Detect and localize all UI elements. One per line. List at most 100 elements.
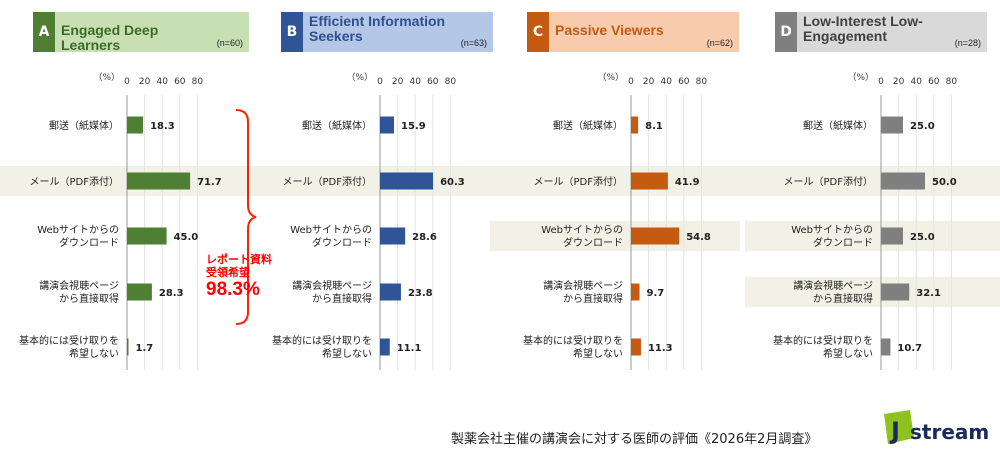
tick-label: 20	[139, 77, 151, 87]
bar	[631, 338, 641, 356]
tick-label: 40	[660, 77, 672, 87]
bar	[380, 116, 394, 134]
tick-label: 60	[427, 77, 439, 87]
tick-label: 40	[156, 77, 168, 87]
data-label: 23.8	[408, 288, 433, 299]
data-label: 11.3	[648, 343, 673, 354]
category-label: メール（PDF添付）	[30, 175, 119, 188]
panel-header-b: B Efficient Information Seekers (n=63)	[281, 12, 493, 52]
panel-letter: C	[527, 12, 549, 52]
unit-label: （%）	[346, 72, 373, 83]
highlight-band	[745, 277, 1000, 307]
tick-label: 20	[392, 77, 404, 87]
panel-title: Low-Interest Low-Engagement	[803, 13, 923, 44]
bar	[127, 172, 191, 190]
panel-letter: A	[33, 12, 55, 52]
category-label: Webサイトからのダウンロード	[37, 224, 119, 249]
category-label: Webサイトからのダウンロード	[541, 224, 623, 249]
data-label: 45.0	[174, 232, 199, 243]
panel-letter: B	[281, 12, 303, 52]
bar	[380, 338, 390, 356]
bar	[380, 172, 434, 190]
panel-title: Engaged Deep Learners	[61, 22, 159, 53]
panel-n: (n=63)	[460, 38, 487, 48]
category-label: Webサイトからのダウンロード	[791, 224, 873, 249]
data-label: 8.1	[645, 121, 663, 132]
tick-label: 80	[192, 77, 204, 87]
tick-label: 0	[377, 77, 383, 87]
bar	[881, 283, 910, 301]
category-label: 講演会視聴ページから直接取得	[793, 279, 873, 305]
tick-label: 60	[678, 77, 690, 87]
bar	[127, 227, 167, 245]
category-label: 講演会視聴ページから直接取得	[543, 279, 623, 305]
data-label: 32.1	[916, 288, 941, 299]
tick-label: 40	[910, 77, 922, 87]
category-label: 基本的には受け取りを希望しない	[523, 334, 623, 360]
data-label: 18.3	[150, 121, 175, 132]
category-label: 基本的には受け取りを希望しない	[272, 334, 372, 360]
category-label: 講演会視聴ページから直接取得	[292, 279, 372, 305]
bar	[380, 227, 406, 245]
category-label: 郵送（紙媒体）	[302, 119, 372, 132]
unit-label: （%）	[847, 72, 874, 83]
category-label: 基本的には受け取りを希望しない	[773, 334, 873, 360]
panel-title: Efficient Information Seekers	[309, 13, 446, 44]
unit-label: （%）	[93, 72, 120, 83]
tick-label: 40	[409, 77, 421, 87]
logo-text: stream	[910, 420, 989, 444]
tick-label: 60	[174, 77, 186, 87]
logo-initial: J	[889, 417, 900, 445]
data-label: 28.3	[159, 288, 184, 299]
tick-label: 0	[124, 77, 130, 87]
bar	[881, 172, 925, 190]
category-label: 郵送（紙媒体）	[803, 119, 873, 132]
panel-header-d: D Low-Interest Low-Engagement (n=28)	[775, 12, 987, 52]
bar	[631, 172, 668, 190]
panel-n: (n=62)	[706, 38, 733, 48]
data-label: 41.9	[675, 177, 700, 188]
panel-title: Passive Viewers	[555, 22, 664, 38]
tick-label: 0	[628, 77, 634, 87]
data-label: 15.9	[401, 121, 426, 132]
data-label: 60.3	[440, 177, 465, 188]
category-label: メール（PDF添付）	[784, 175, 873, 188]
category-label: メール（PDF添付）	[283, 175, 372, 188]
category-label: メール（PDF添付）	[534, 175, 623, 188]
data-label: 50.0	[932, 177, 957, 188]
tick-label: 20	[893, 77, 905, 87]
data-label: 25.0	[910, 121, 935, 132]
category-label: Webサイトからのダウンロード	[290, 224, 372, 249]
unit-label: （%）	[597, 72, 624, 83]
data-label: 71.7	[197, 177, 222, 188]
panel-header-a: A Engaged Deep Learners (n=60)	[33, 12, 249, 53]
bar	[881, 116, 903, 134]
annotation-line2: 受領希望	[206, 266, 250, 279]
tick-label: 80	[696, 77, 708, 87]
bar	[631, 116, 639, 134]
tick-label: 60	[928, 77, 940, 87]
bar	[631, 227, 680, 245]
panel-header-c: C Passive Viewers (n=62)	[527, 12, 739, 52]
panel-n: (n=60)	[216, 38, 243, 48]
data-label: 11.1	[397, 343, 422, 354]
tick-label: 80	[946, 77, 958, 87]
data-label: 9.7	[647, 288, 665, 299]
annotation: レポート資料 受領希望 98.3%	[206, 253, 286, 301]
data-label: 1.7	[135, 343, 153, 354]
data-label: 25.0	[910, 232, 935, 243]
annotation-value: 98.3%	[206, 279, 260, 300]
annotation-line1: レポート資料	[206, 253, 272, 266]
footer-title: 製薬会社主催の講演会に対する医師の評価《2026年2月調査》	[451, 432, 818, 447]
category-label: 郵送（紙媒体）	[49, 119, 119, 132]
tick-label: 0	[878, 77, 884, 87]
annotation-bracket	[235, 109, 257, 325]
bar	[881, 338, 891, 356]
bar	[127, 116, 144, 134]
tick-label: 20	[643, 77, 655, 87]
jstream-logo: J stream	[880, 408, 990, 448]
bar	[380, 283, 401, 301]
highlight-band	[490, 221, 740, 251]
data-label: 54.8	[686, 232, 711, 243]
